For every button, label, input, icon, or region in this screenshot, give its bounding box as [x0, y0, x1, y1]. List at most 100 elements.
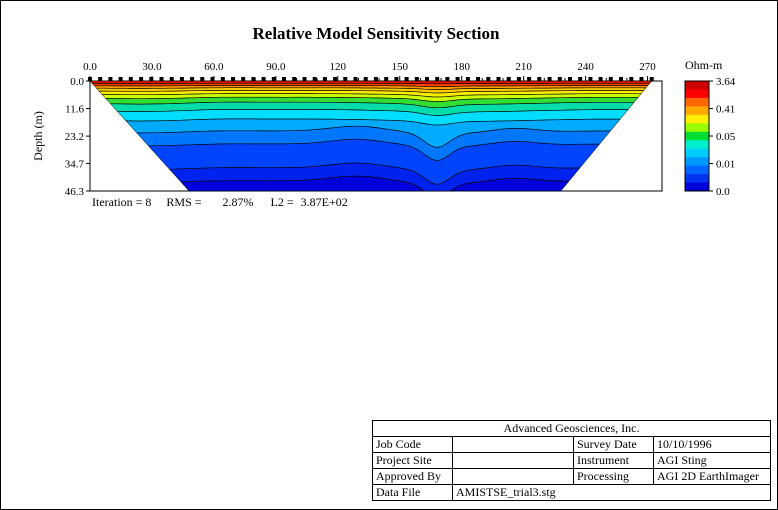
electrode-marker	[465, 77, 470, 81]
x-tick-label: 90.0	[266, 61, 286, 73]
colorbar-swatch	[685, 165, 709, 175]
colorbar-swatch	[685, 157, 709, 167]
electrode-marker	[557, 77, 562, 81]
y-axis-ticks: 0.0 11.6 23.2 34.7 46.3	[65, 76, 90, 198]
contour-line	[90, 85, 652, 88]
colorbar-title: Ohm-m	[685, 58, 723, 72]
electrode-marker	[598, 77, 603, 81]
x-tick-label: 240	[577, 61, 594, 73]
x-tick-label: 270	[639, 61, 656, 73]
electrode-marker	[404, 77, 409, 81]
y-axis-label: Depth (m)	[31, 111, 45, 161]
project-site-label: Project Site	[372, 452, 453, 469]
electrode-marker	[271, 77, 276, 81]
data-file-value: AMISTSE_trial3.stg	[452, 484, 771, 501]
colorbar-swatch	[685, 89, 709, 99]
electrode-marker	[373, 77, 378, 81]
electrode-marker	[190, 77, 195, 81]
electrode-marker	[353, 77, 358, 81]
contour-line	[90, 125, 652, 148]
rms-value: 2.87%	[222, 195, 254, 209]
iteration-text: Iteration = 8	[92, 195, 152, 209]
electrode-marker	[619, 77, 623, 81]
colorbar-swatch	[685, 106, 709, 116]
colorbar-swatch	[685, 140, 709, 150]
electrode-marker	[363, 77, 368, 81]
x-tick-label: 180	[453, 61, 470, 73]
electrode-marker	[527, 77, 532, 81]
colorbar-swatch	[685, 114, 709, 124]
electrode-marker	[516, 77, 521, 81]
instrument-value: AGI Sting	[653, 452, 771, 469]
electrode-marker	[292, 77, 297, 81]
electrode-marker	[476, 77, 481, 81]
electrode-marker	[322, 77, 327, 81]
colorbar-ticks: 3.64 0.41 0.05 0.01 0.0	[709, 76, 736, 198]
contour-lines	[90, 82, 652, 191]
colorbar-tick-label: 3.64	[716, 76, 736, 88]
electrode-marker	[149, 77, 154, 81]
title-block-table: Advanced Geosciences, Inc. Job Code Surv…	[372, 420, 771, 501]
electrode-marker	[629, 77, 634, 81]
job-code-label: Job Code	[372, 436, 453, 453]
processing-value: AGI 2D EarthImager	[653, 468, 771, 485]
colorbar-tick-label: 0.0	[716, 186, 730, 198]
contour-line	[90, 87, 652, 90]
contour-line	[90, 109, 652, 116]
colorbar-swatch	[685, 123, 709, 133]
electrode-marker	[302, 77, 307, 81]
job-code-value	[452, 436, 574, 453]
colorbar	[685, 81, 709, 192]
electrode-marker	[210, 77, 215, 81]
y-tick-label: 0.0	[70, 76, 84, 88]
contour-line	[90, 96, 652, 102]
electrode-marker	[159, 77, 164, 81]
inversion-stats: Iteration = 8 RMS = 2.87% L2 = 3.87E+02	[92, 195, 348, 210]
x-axis-ticks: 0.0 30.0 60.0 90.0 120 150 180 210 240 270	[83, 61, 656, 81]
electrode-marker	[537, 77, 542, 81]
x-tick-label: 30.0	[142, 61, 162, 73]
electrode-marker	[588, 77, 593, 81]
electrode-marker	[394, 77, 399, 81]
electrode-marker	[649, 77, 654, 81]
contour-line	[90, 90, 652, 94]
section-layers	[90, 81, 652, 191]
electrode-marker	[139, 77, 144, 81]
x-tick-label: 60.0	[204, 61, 224, 73]
electrode-marker	[547, 77, 552, 81]
contour-line	[90, 101, 652, 109]
contour-line	[90, 175, 652, 191]
electrode-marker	[231, 77, 235, 81]
colorbar-tick-label: 0.05	[716, 131, 736, 143]
electrode-marker	[506, 77, 511, 81]
survey-date-label: Survey Date	[573, 436, 654, 453]
data-file-label: Data File	[372, 484, 453, 501]
electrode-marker	[179, 77, 184, 81]
electrode-marker	[169, 77, 174, 81]
y-tick-label: 34.7	[65, 158, 85, 170]
colorbar-tick-label: 0.41	[716, 104, 735, 116]
x-tick-label: 0.0	[83, 61, 97, 73]
l2-label: L2 =	[270, 195, 294, 209]
electrode-marker	[568, 77, 572, 81]
project-site-value	[452, 452, 574, 469]
rms-label: RMS =	[166, 195, 202, 209]
contour-line	[90, 82, 652, 85]
y-tick-label: 23.2	[65, 131, 84, 143]
electrode-marker	[578, 77, 583, 81]
company-name: Advanced Geosciences, Inc.	[372, 420, 771, 437]
chart-title: Relative Model Sensitivity Section	[252, 24, 500, 43]
colorbar-swatch	[685, 97, 709, 107]
electrode-marker	[496, 77, 501, 81]
contour-line	[90, 162, 652, 185]
approved-by-label: Approved By	[372, 468, 453, 485]
electrode-marker	[251, 77, 256, 81]
electrode-marker	[118, 77, 123, 81]
electrode-marker	[261, 77, 266, 81]
l2-value: 3.87E+02	[300, 195, 348, 209]
electrode-marker	[486, 77, 491, 81]
section-layer	[90, 176, 652, 191]
colorbar-tick-label: 0.01	[716, 159, 735, 171]
survey-date-value: 10/10/1996	[653, 436, 771, 453]
